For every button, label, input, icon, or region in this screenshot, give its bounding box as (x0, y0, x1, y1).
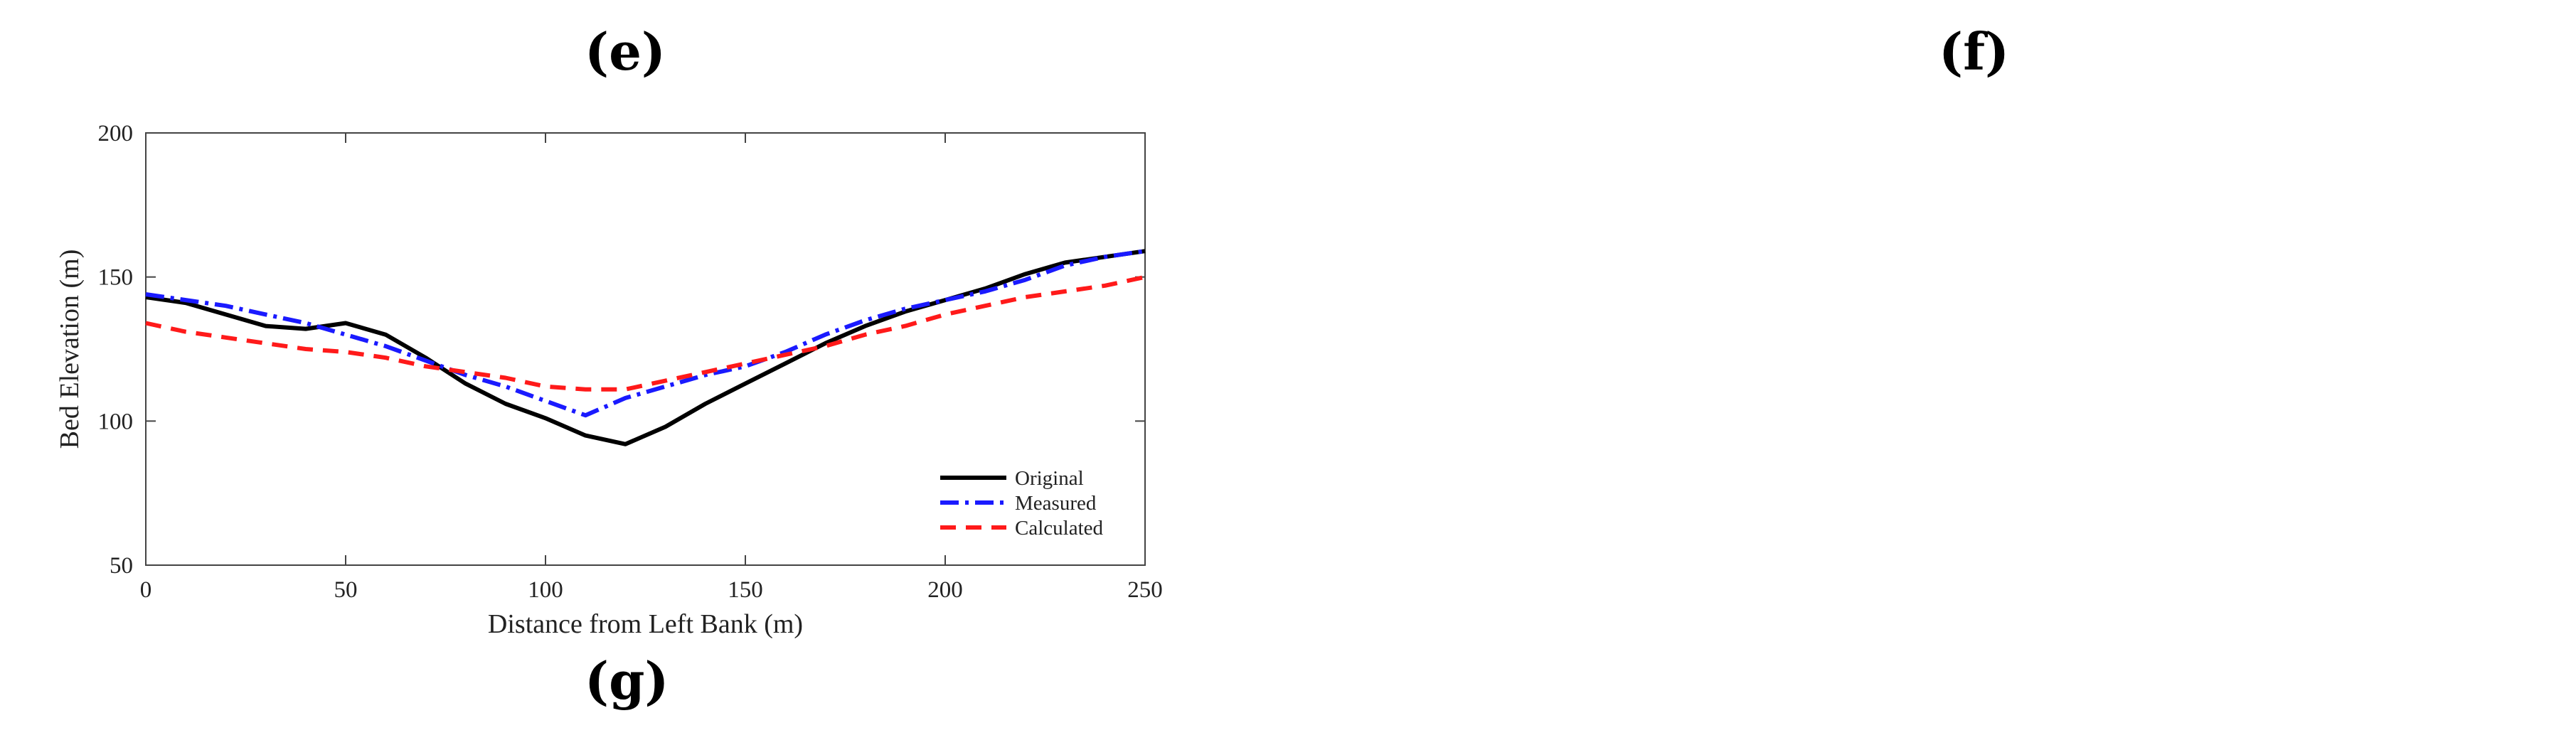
legend-entry-measured: Measured (1015, 492, 1097, 515)
x-tick-label: 150 (728, 577, 763, 603)
series-layer (145, 249, 1146, 446)
panel-label-f: (f) (1939, 21, 2010, 82)
series-line-measured (145, 249, 1146, 418)
x-tick-label: 0 (140, 577, 152, 603)
series-line-original (145, 249, 1146, 446)
y-tick-label: 50 (110, 553, 133, 579)
legend-entry-calculated: Calculated (1015, 517, 1104, 540)
panel-label-e: (e) (585, 21, 666, 82)
axis-ticks: 0 50 100 150 200 250 50 100 150 200 (98, 121, 1163, 603)
y-tick-label: 150 (98, 265, 134, 291)
x-tick-label: 100 (528, 577, 563, 603)
y-tick-label: 200 (98, 121, 134, 146)
series-line-calculated (145, 274, 1146, 392)
x-tick-label: 250 (1127, 577, 1163, 603)
x-tick-label: 50 (334, 577, 358, 603)
y-tick-label: 100 (98, 409, 134, 434)
panel-label-g: (g) (585, 650, 669, 711)
plot-axes (145, 132, 1146, 566)
legend-entry-original: Original (1015, 467, 1084, 490)
plot-frame (145, 132, 1146, 566)
x-axis-label: Distance from Left Bank (m) (488, 609, 803, 639)
y-axis-label: Bed Elevation (m) (55, 250, 85, 449)
x-tick-label: 200 (927, 577, 963, 603)
